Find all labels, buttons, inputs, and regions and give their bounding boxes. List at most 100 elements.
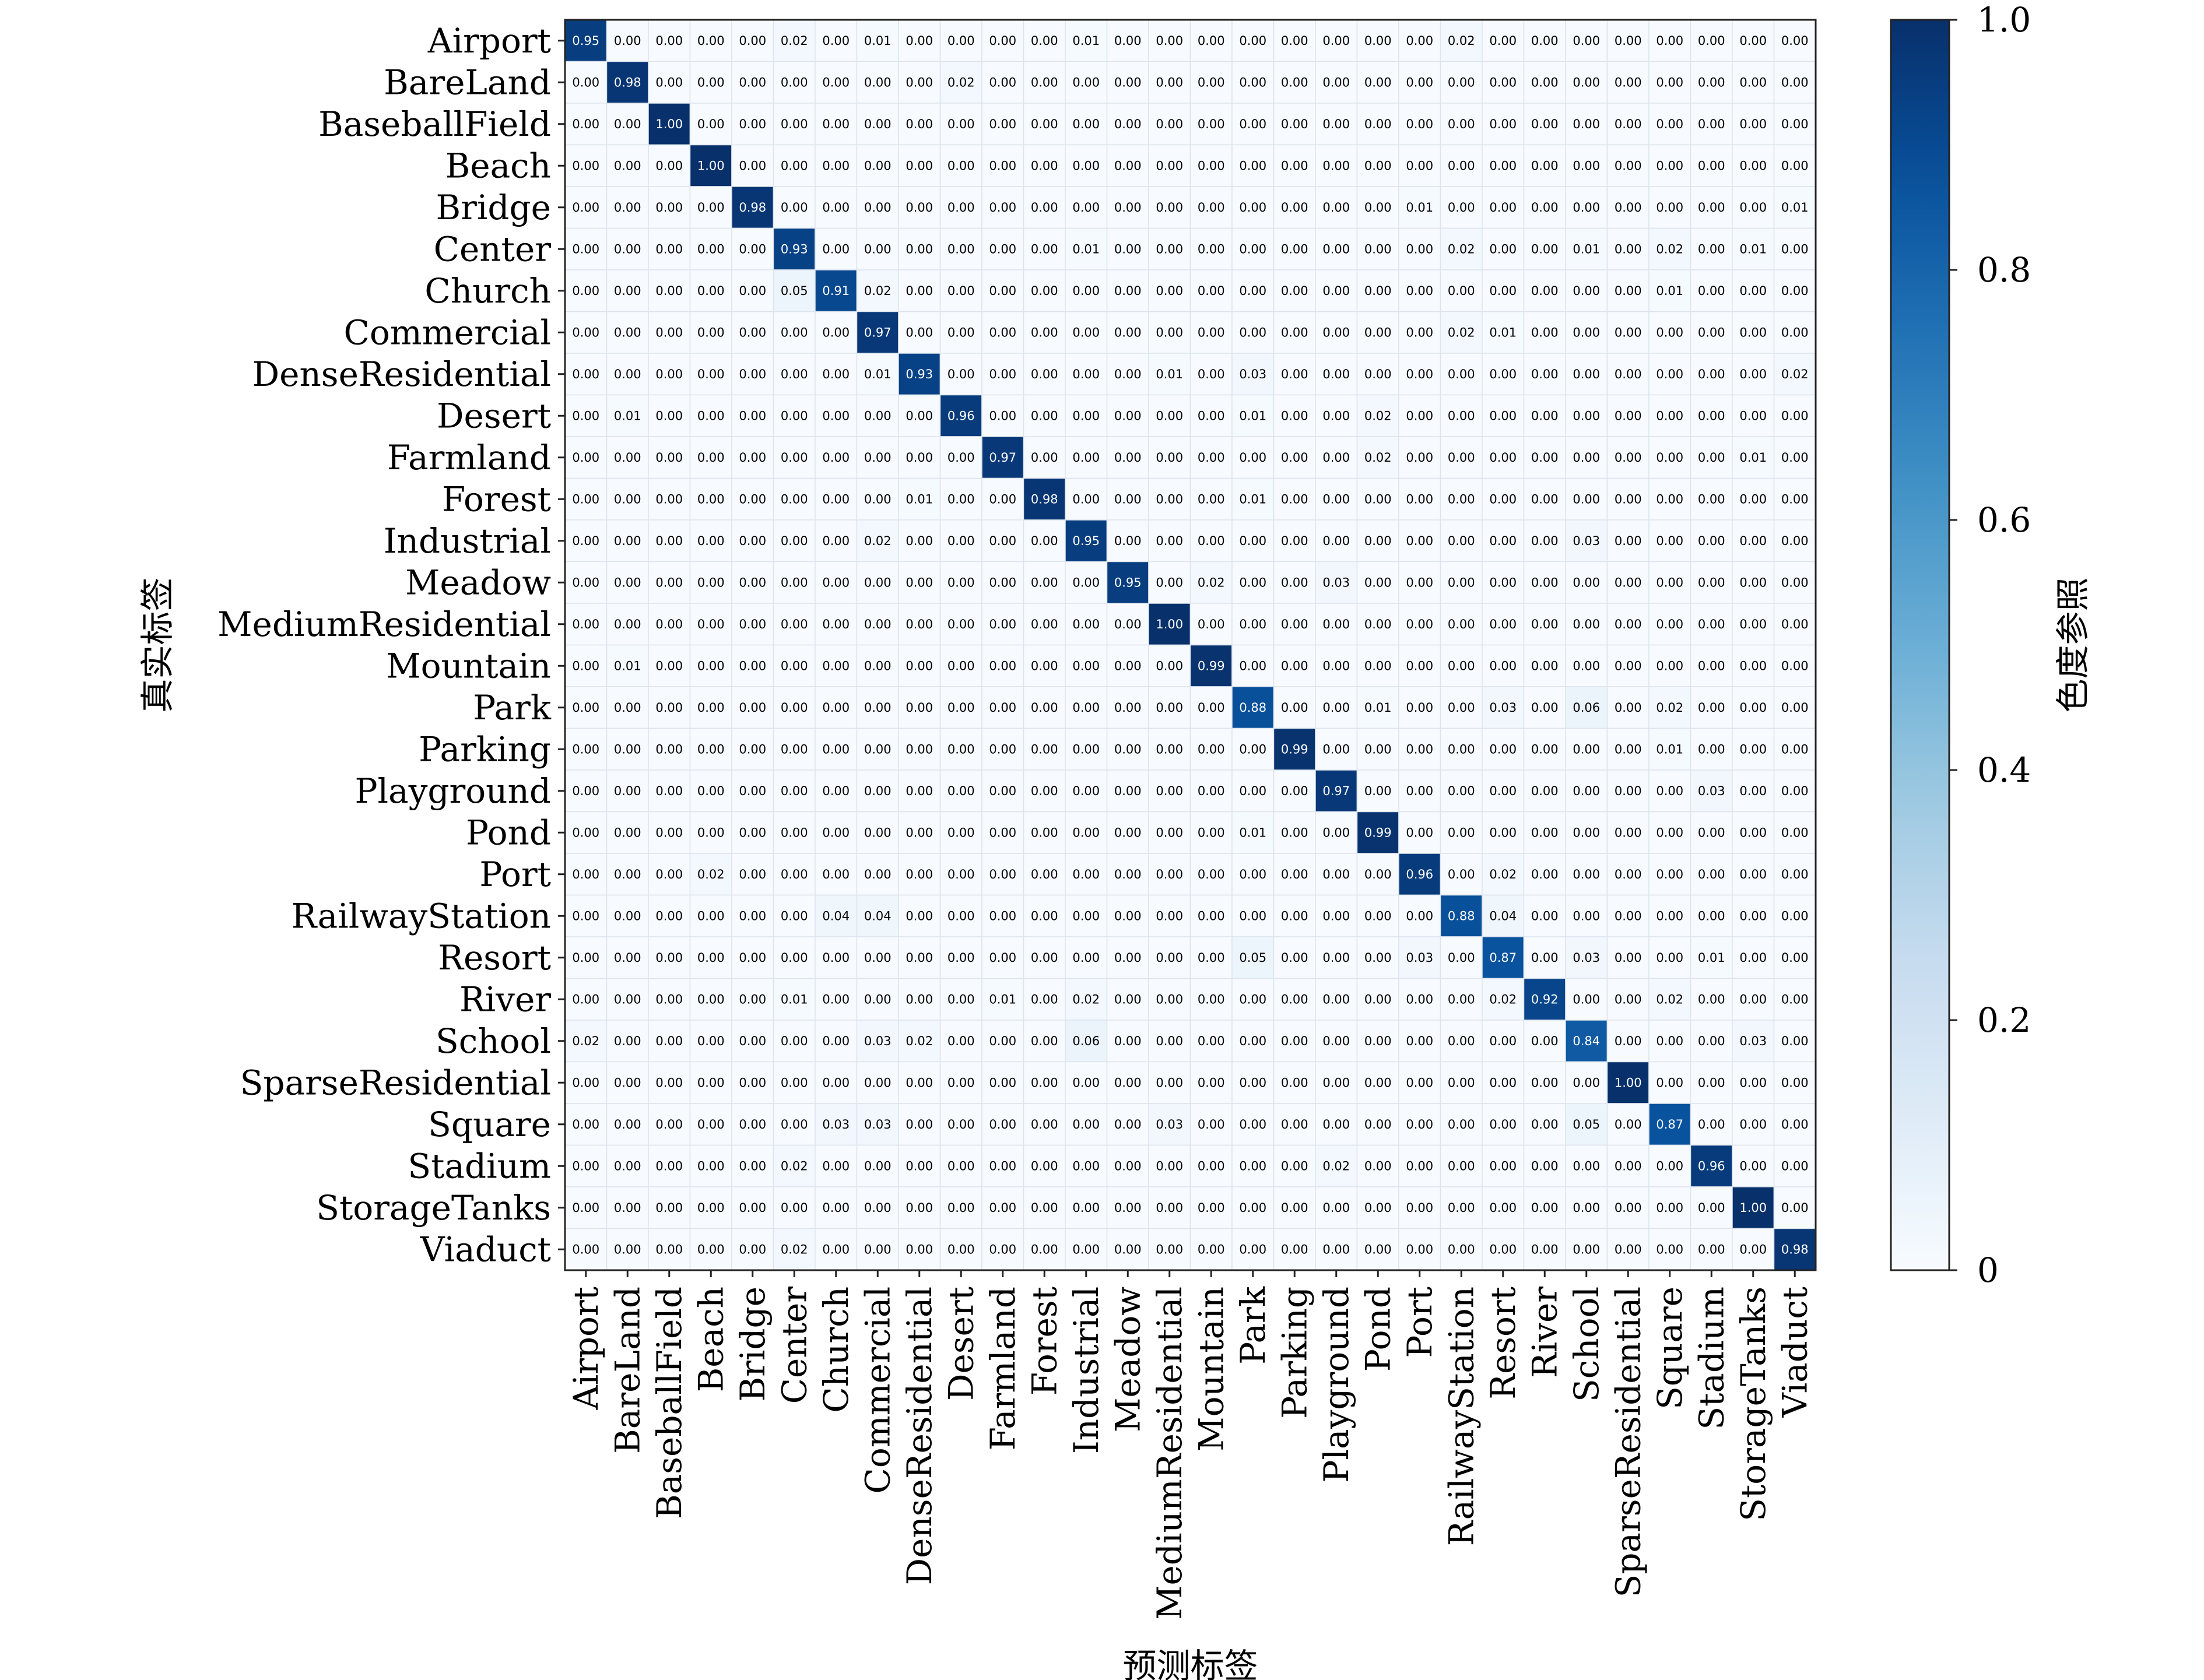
heatmap-cell bbox=[1106, 394, 1149, 437]
cell-value-label: 0.00 bbox=[781, 951, 808, 965]
cell-value-label: 0.00 bbox=[739, 742, 766, 756]
cell-value-label: 0.00 bbox=[1072, 409, 1100, 423]
heatmap-cell bbox=[731, 436, 774, 479]
cell-value-label: 0.00 bbox=[1739, 492, 1767, 506]
cell-value-label: 0.00 bbox=[989, 825, 1016, 839]
cell-value-label: 0.00 bbox=[1072, 867, 1100, 881]
cell-value-label: 0.98 bbox=[739, 201, 766, 215]
cell-value-label: 0.00 bbox=[1072, 159, 1100, 173]
heatmap-cell bbox=[1732, 311, 1775, 354]
cell-value-label: 0.00 bbox=[1156, 1159, 1183, 1173]
cell-value-label: 0.00 bbox=[906, 784, 933, 798]
cell-value-label: 0.00 bbox=[1031, 1201, 1058, 1215]
cell-value-label: 0.00 bbox=[1406, 617, 1433, 631]
cell-value-label: 0.00 bbox=[1615, 201, 1642, 215]
cell-value-label: 0.00 bbox=[864, 451, 892, 465]
cell-value-label: 0.00 bbox=[1531, 575, 1559, 589]
x-tick-label: StorageTanks bbox=[1733, 1287, 1773, 1521]
cell-value-label: 0.00 bbox=[697, 909, 725, 923]
heatmap-cell bbox=[1482, 186, 1525, 229]
cell-value-label: 0.00 bbox=[697, 34, 725, 48]
cell-value-label: 0.00 bbox=[1448, 575, 1475, 589]
cell-value-label: 0.00 bbox=[864, 951, 892, 965]
cell-value-label: 0.00 bbox=[1198, 909, 1225, 923]
heatmap-cell bbox=[1356, 603, 1399, 646]
cell-value-label: 0.00 bbox=[906, 534, 933, 548]
cell-value-label: 0.97 bbox=[1322, 784, 1350, 798]
y-tick-label: School bbox=[436, 1021, 551, 1061]
cell-value-label: 0.00 bbox=[655, 909, 683, 923]
cell-value-label: 0.00 bbox=[697, 742, 725, 756]
cell-value-label: 0.00 bbox=[1281, 409, 1308, 423]
cell-value-label: 0.00 bbox=[1114, 742, 1142, 756]
heatmap-cell bbox=[1732, 19, 1775, 62]
cell-value-label: 0.00 bbox=[1573, 909, 1600, 923]
cell-value-label: 0.02 bbox=[1656, 701, 1683, 715]
cell-value-label: 0.00 bbox=[1781, 409, 1809, 423]
cell-value-label: 0.00 bbox=[822, 992, 850, 1006]
cell-value-label: 0.00 bbox=[989, 409, 1016, 423]
x-tick-label: Playground bbox=[1317, 1287, 1356, 1483]
heatmap-cell bbox=[1356, 144, 1399, 187]
colorbar-label: 色度参照 bbox=[2053, 577, 2093, 712]
cell-value-label: 0.00 bbox=[1615, 742, 1642, 756]
cell-value-label: 0.00 bbox=[947, 867, 975, 881]
cell-value-label: 0.00 bbox=[739, 284, 766, 298]
heatmap-cell bbox=[981, 269, 1024, 312]
heatmap-cell bbox=[1690, 394, 1733, 437]
y-tick-label: MediumResidential bbox=[217, 604, 551, 644]
cell-value-label: 0.00 bbox=[1072, 575, 1100, 589]
cell-value-label: 0.00 bbox=[1531, 1242, 1559, 1256]
cell-value-label: 0.00 bbox=[739, 75, 766, 89]
cell-value-label: 0.00 bbox=[572, 1159, 599, 1173]
cell-value-label: 0.00 bbox=[1698, 575, 1725, 589]
cell-value-label: 0.00 bbox=[1406, 159, 1433, 173]
cell-value-label: 0.97 bbox=[989, 451, 1016, 465]
cell-value-label: 0.00 bbox=[781, 742, 808, 756]
cell-value-label: 0.00 bbox=[781, 367, 808, 381]
heatmap-cell bbox=[1356, 519, 1399, 563]
cell-value-label: 0.00 bbox=[1531, 617, 1559, 631]
colorbar-tick-label: 0 bbox=[1977, 1250, 1999, 1290]
cell-value-label: 0.00 bbox=[1573, 284, 1600, 298]
cell-value-label: 0.00 bbox=[1448, 617, 1475, 631]
cell-value-label: 0.00 bbox=[739, 825, 766, 839]
row-labels: AirportBareLandBaseballFieldBeachBridgeC… bbox=[217, 21, 565, 1269]
heatmap-cell bbox=[939, 103, 982, 146]
cell-value-label: 0.00 bbox=[1489, 409, 1517, 423]
heatmap-cell bbox=[1273, 61, 1316, 104]
cell-value-label: 0.00 bbox=[655, 242, 683, 256]
cell-value-label: 0.00 bbox=[739, 34, 766, 48]
cell-value-label: 0.00 bbox=[989, 701, 1016, 715]
cell-value-label: 0.00 bbox=[1781, 75, 1809, 89]
cell-value-label: 0.00 bbox=[1739, 909, 1767, 923]
heatmap-cell bbox=[606, 561, 649, 604]
cell-value-label: 0.00 bbox=[1406, 534, 1433, 548]
heatmap-cell bbox=[648, 436, 691, 479]
cell-value-label: 0.00 bbox=[1114, 409, 1142, 423]
cell-value-label: 0.00 bbox=[739, 575, 766, 589]
cell-value-label: 0.01 bbox=[1406, 201, 1433, 215]
cell-value-label: 0.00 bbox=[1239, 575, 1266, 589]
cell-value-label: 0.00 bbox=[1031, 701, 1058, 715]
cell-value-label: 0.00 bbox=[614, 701, 641, 715]
cell-value-label: 0.00 bbox=[1739, 659, 1767, 673]
heatmap-cell bbox=[1189, 269, 1233, 312]
heatmap-cell bbox=[1148, 311, 1191, 354]
heatmap-cell bbox=[1231, 103, 1275, 146]
cell-value-label: 0.00 bbox=[655, 159, 683, 173]
cell-value-label: 0.00 bbox=[1573, 617, 1600, 631]
cell-value-label: 0.92 bbox=[1531, 992, 1559, 1006]
cell-value-label: 0.00 bbox=[864, 492, 892, 506]
cell-value-label: 0.00 bbox=[1156, 951, 1183, 965]
cell-value-label: 0.00 bbox=[1364, 867, 1392, 881]
cell-value-label: 0.00 bbox=[1281, 701, 1308, 715]
cell-value-label: 0.00 bbox=[989, 1159, 1016, 1173]
cell-value-label: 0.00 bbox=[614, 534, 641, 548]
cell-value-label: 0.00 bbox=[1031, 75, 1058, 89]
cell-value-label: 0.00 bbox=[947, 701, 975, 715]
cell-value-label: 0.00 bbox=[697, 575, 725, 589]
heatmap-cell bbox=[1398, 103, 1441, 146]
heatmap-cell bbox=[731, 227, 774, 270]
heatmap-cell bbox=[1523, 311, 1566, 354]
